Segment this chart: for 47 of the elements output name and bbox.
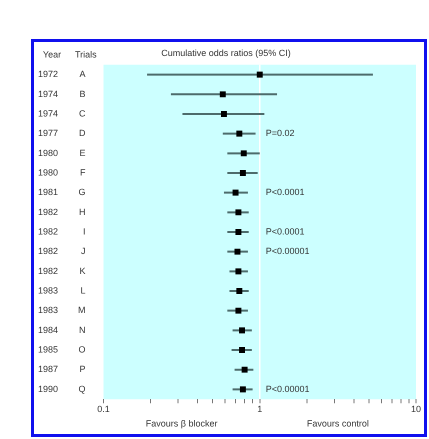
- point: [232, 190, 239, 196]
- y-tick-label: H: [79, 206, 86, 217]
- text: Favours control: [306, 418, 369, 428]
- y-tick-label: I: [83, 226, 86, 236]
- point: [235, 229, 242, 235]
- text: Year: [42, 49, 62, 60]
- x-tick-label: 1: [257, 404, 262, 414]
- y-tick-label: K: [80, 266, 86, 276]
- point: [240, 170, 246, 176]
- point: [220, 91, 226, 98]
- point: [240, 386, 246, 392]
- y-tick-label: J: [81, 246, 86, 256]
- point: [236, 288, 242, 294]
- y-tick-label: Q: [78, 384, 86, 394]
- y-tick-label: D: [79, 128, 86, 138]
- y-tick-label: N: [79, 324, 86, 335]
- y-tick-label: L: [80, 285, 86, 296]
- y-tick-label: G: [78, 187, 86, 198]
- y-tick-label: P: [80, 364, 86, 374]
- border-frame: Cumulative odds ratios (95% CI) A B C D E F G H I J K L M N O P Q 1972 1974 1974 1977 1980 1980 1981 1982 1982 1982 1982 1983 1983 1984 1985 1987 1990 0.1 1 10 P=0.02 P<0.0001 P<0.0001 P<0.00001 P<0.00001 Year Trials Favours β blocker Favours control: [31, 39, 427, 437]
- annotation: P<0.00001: [266, 246, 310, 256]
- point: [235, 308, 242, 314]
- x-tick-label: 0.1: [97, 404, 110, 414]
- point: [239, 347, 245, 353]
- point: [236, 130, 242, 137]
- text: Trials: [74, 49, 98, 60]
- y-tick-label: C: [79, 108, 86, 118]
- y-tick-label: O: [78, 344, 86, 355]
- y-tick-label: A: [80, 69, 86, 80]
- chart-title: Cumulative odds ratios (95% CI): [161, 48, 291, 58]
- point: [235, 268, 242, 274]
- point: [234, 248, 240, 255]
- point: [240, 150, 247, 156]
- x-tick-label: 10: [410, 404, 422, 414]
- y-tick-label: B: [80, 88, 86, 99]
- point: [239, 327, 245, 334]
- text: Favours β blocker: [146, 418, 218, 428]
- y-tick-label: M: [78, 305, 86, 316]
- y-tick-label: E: [80, 148, 86, 158]
- y-tick-label: F: [80, 167, 86, 178]
- point: [235, 209, 242, 216]
- point: [242, 366, 248, 373]
- annotation: P<0.00001: [266, 384, 310, 394]
- point: [220, 111, 227, 117]
- annotation: P<0.0001: [266, 226, 305, 236]
- annotation: P=0.02: [266, 128, 295, 138]
- annotation: P<0.0001: [266, 187, 305, 198]
